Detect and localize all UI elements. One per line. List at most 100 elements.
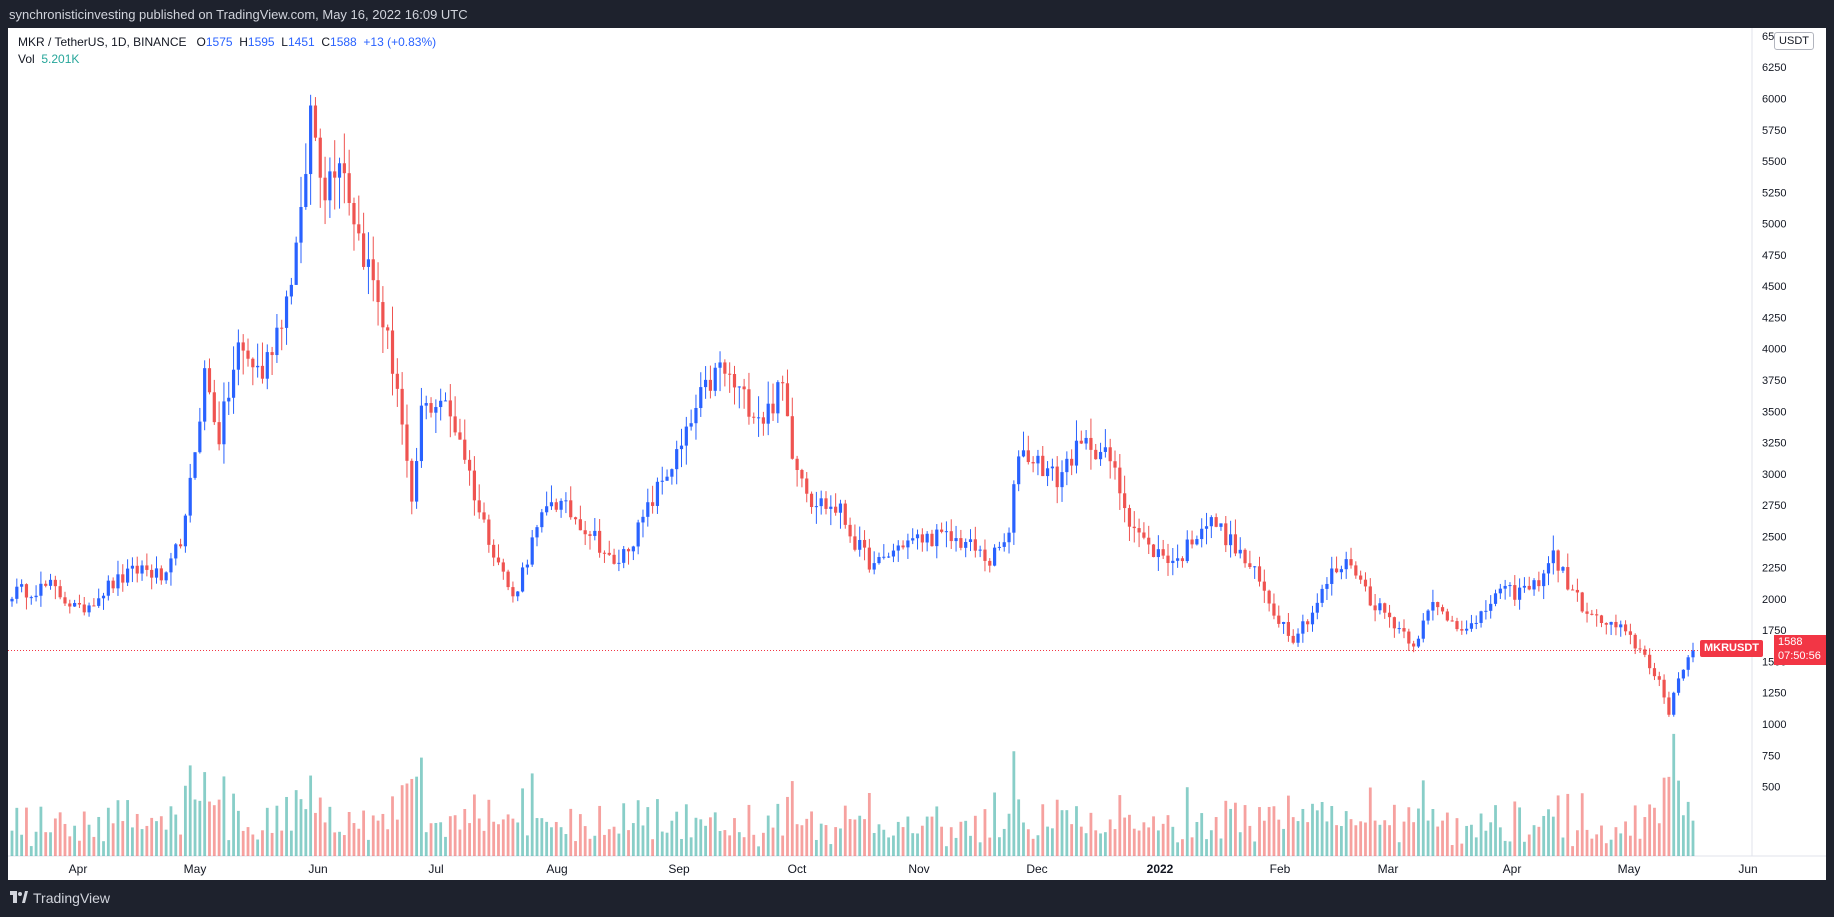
candle-body: [256, 365, 260, 368]
volume-bar: [395, 819, 399, 856]
y-tick-label: 4000: [1762, 344, 1786, 356]
candle-body: [1489, 603, 1493, 611]
candle-body: [106, 580, 110, 596]
volume-bar: [839, 828, 842, 856]
candle-body: [1200, 528, 1204, 540]
candle-body: [164, 572, 168, 581]
candle-body: [381, 302, 385, 328]
volume-bar: [1648, 804, 1652, 856]
volume-bar: [492, 821, 496, 856]
candle-body: [520, 567, 525, 592]
candle-body: [1537, 580, 1541, 587]
candle-body: [776, 382, 780, 414]
candle-body: [1132, 526, 1136, 529]
volume-bar: [44, 832, 48, 856]
volume-bar: [1667, 776, 1671, 856]
volume-bar: [439, 822, 443, 856]
volume-bar: [1407, 807, 1411, 856]
volume-bar: [420, 757, 423, 856]
volume-bar: [1234, 802, 1237, 856]
x-tick-label: Apr: [1503, 862, 1522, 876]
volume-bar: [988, 837, 992, 856]
volume-bar: [742, 837, 746, 856]
candle-body: [1460, 629, 1464, 631]
volume-bar: [1604, 843, 1608, 856]
candle-body: [1349, 559, 1353, 566]
volume-bar: [20, 834, 24, 856]
volume-bar: [843, 805, 847, 856]
candle-body: [1359, 575, 1363, 580]
candle-body: [1233, 534, 1238, 554]
candle-body: [607, 552, 611, 555]
candle-body: [516, 591, 520, 597]
candle-body: [405, 424, 409, 461]
candlestick-chart[interactable]: 5007501000125015001750200022502500275030…: [8, 28, 1826, 880]
candle-body: [439, 400, 443, 408]
y-tick-label: 2000: [1762, 594, 1786, 606]
candle-body: [1094, 449, 1098, 460]
candle-body: [1156, 549, 1160, 558]
volume-bar: [1681, 815, 1685, 856]
volume-bar: [1002, 828, 1006, 856]
volume-bar: [1653, 807, 1656, 856]
candle-body: [781, 382, 785, 384]
candle-body: [973, 539, 977, 551]
candle-body: [1465, 628, 1469, 631]
candle-body: [313, 105, 318, 138]
candle-body: [1445, 611, 1449, 621]
candle-body: [511, 587, 515, 597]
candle-body: [1070, 458, 1074, 466]
candle-body: [1455, 621, 1459, 630]
candle-body: [304, 174, 308, 207]
candle-body: [231, 369, 236, 398]
candle-body: [1633, 634, 1637, 649]
volume-bar: [1556, 795, 1560, 856]
brand-name[interactable]: TradingView: [33, 890, 111, 906]
candle-body: [795, 458, 799, 471]
candle-body: [246, 350, 250, 359]
volume-bar: [920, 825, 924, 856]
volume-bar: [58, 812, 62, 856]
volume-bar: [1137, 830, 1141, 856]
volume-bar: [314, 812, 317, 856]
candle-body: [626, 549, 631, 552]
volume-bar: [251, 834, 255, 856]
volume-bar: [1465, 825, 1469, 856]
candle-body: [911, 538, 915, 541]
candle-body: [737, 386, 741, 388]
x-tick-label: Jul: [428, 862, 443, 876]
chart-panel[interactable]: 5007501000125015001750200022502500275030…: [8, 28, 1826, 880]
candle-body: [858, 539, 862, 550]
volume-bar: [1628, 835, 1632, 856]
candle-body: [357, 224, 361, 234]
volume-bar: [564, 834, 568, 856]
candle-body: [1334, 568, 1339, 573]
bar-countdown: 07:50:56: [1778, 650, 1821, 663]
candle-body: [154, 568, 159, 578]
volume-bar: [1551, 816, 1555, 856]
vol-label[interactable]: Vol: [18, 52, 35, 66]
volume-bar: [1373, 820, 1377, 856]
candle-body: [63, 597, 67, 604]
volume-bar: [689, 837, 693, 856]
volume-bar: [1152, 816, 1155, 856]
candle-body: [1638, 648, 1642, 650]
candle-body: [1599, 615, 1604, 624]
tradingview-logo-icon[interactable]: [10, 891, 28, 903]
volume-bar: [497, 824, 500, 856]
candle-body: [1585, 611, 1589, 614]
volume-bar: [1503, 840, 1507, 856]
volume-bar: [545, 821, 549, 856]
candle-body: [598, 530, 602, 553]
open-value: 1575: [205, 35, 233, 49]
candle-body: [34, 595, 38, 598]
symbol-line[interactable]: MKR / TetherUS, 1D, BINANCE: [18, 35, 187, 49]
candle-body: [1224, 523, 1228, 546]
candle-body: [212, 392, 216, 423]
candle-body: [1440, 607, 1445, 612]
candle-body: [183, 515, 187, 547]
candle-body: [1609, 621, 1613, 625]
currency-unit-button[interactable]: USDT: [1774, 32, 1814, 50]
volume-bar: [424, 832, 428, 856]
volume-bar: [1050, 828, 1054, 856]
